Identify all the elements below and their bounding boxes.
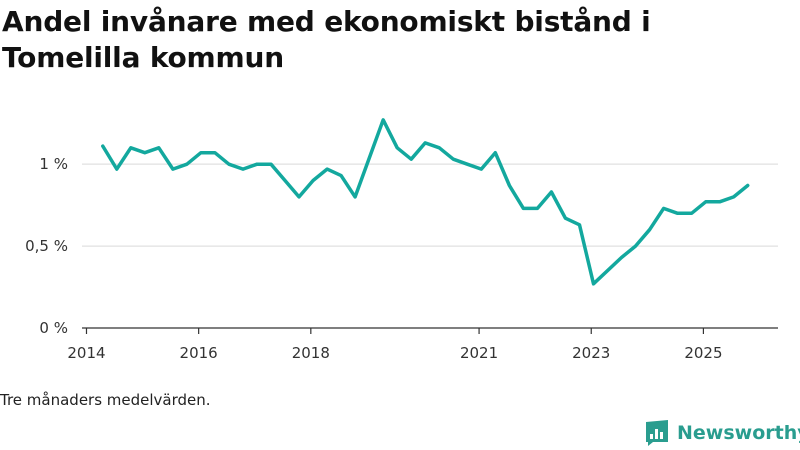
x-tick-label: 2018 bbox=[292, 344, 330, 362]
gridlines bbox=[82, 163, 778, 247]
series-line-layer bbox=[101, 118, 750, 286]
y-axis-tick-labels: 0 % 0,5 % 1 % bbox=[25, 155, 68, 337]
series-line bbox=[101, 118, 750, 286]
brand-logo: Newsworthy bbox=[644, 419, 800, 447]
x-tick-label: 2023 bbox=[572, 344, 610, 362]
newsworthy-chart-logo-icon bbox=[646, 420, 668, 446]
x-tick-label: 2021 bbox=[460, 344, 498, 362]
y-tick-label: 1 % bbox=[39, 155, 68, 173]
y-tick-label: 0,5 % bbox=[25, 237, 68, 255]
chart-title: Andel invånare med ekonomiskt bistånd i … bbox=[2, 5, 651, 74]
x-axis: 2014 2016 2018 2021 2023 2025 bbox=[67, 327, 778, 362]
y-tick-label: 0 % bbox=[39, 319, 68, 337]
x-tick-label: 2025 bbox=[684, 344, 722, 362]
brand-name: Newsworthy bbox=[677, 422, 800, 444]
x-tick-label: 2016 bbox=[180, 344, 218, 362]
x-tick-label: 2014 bbox=[67, 344, 105, 362]
footnote: Tre månaders medelvärden. bbox=[0, 391, 211, 409]
